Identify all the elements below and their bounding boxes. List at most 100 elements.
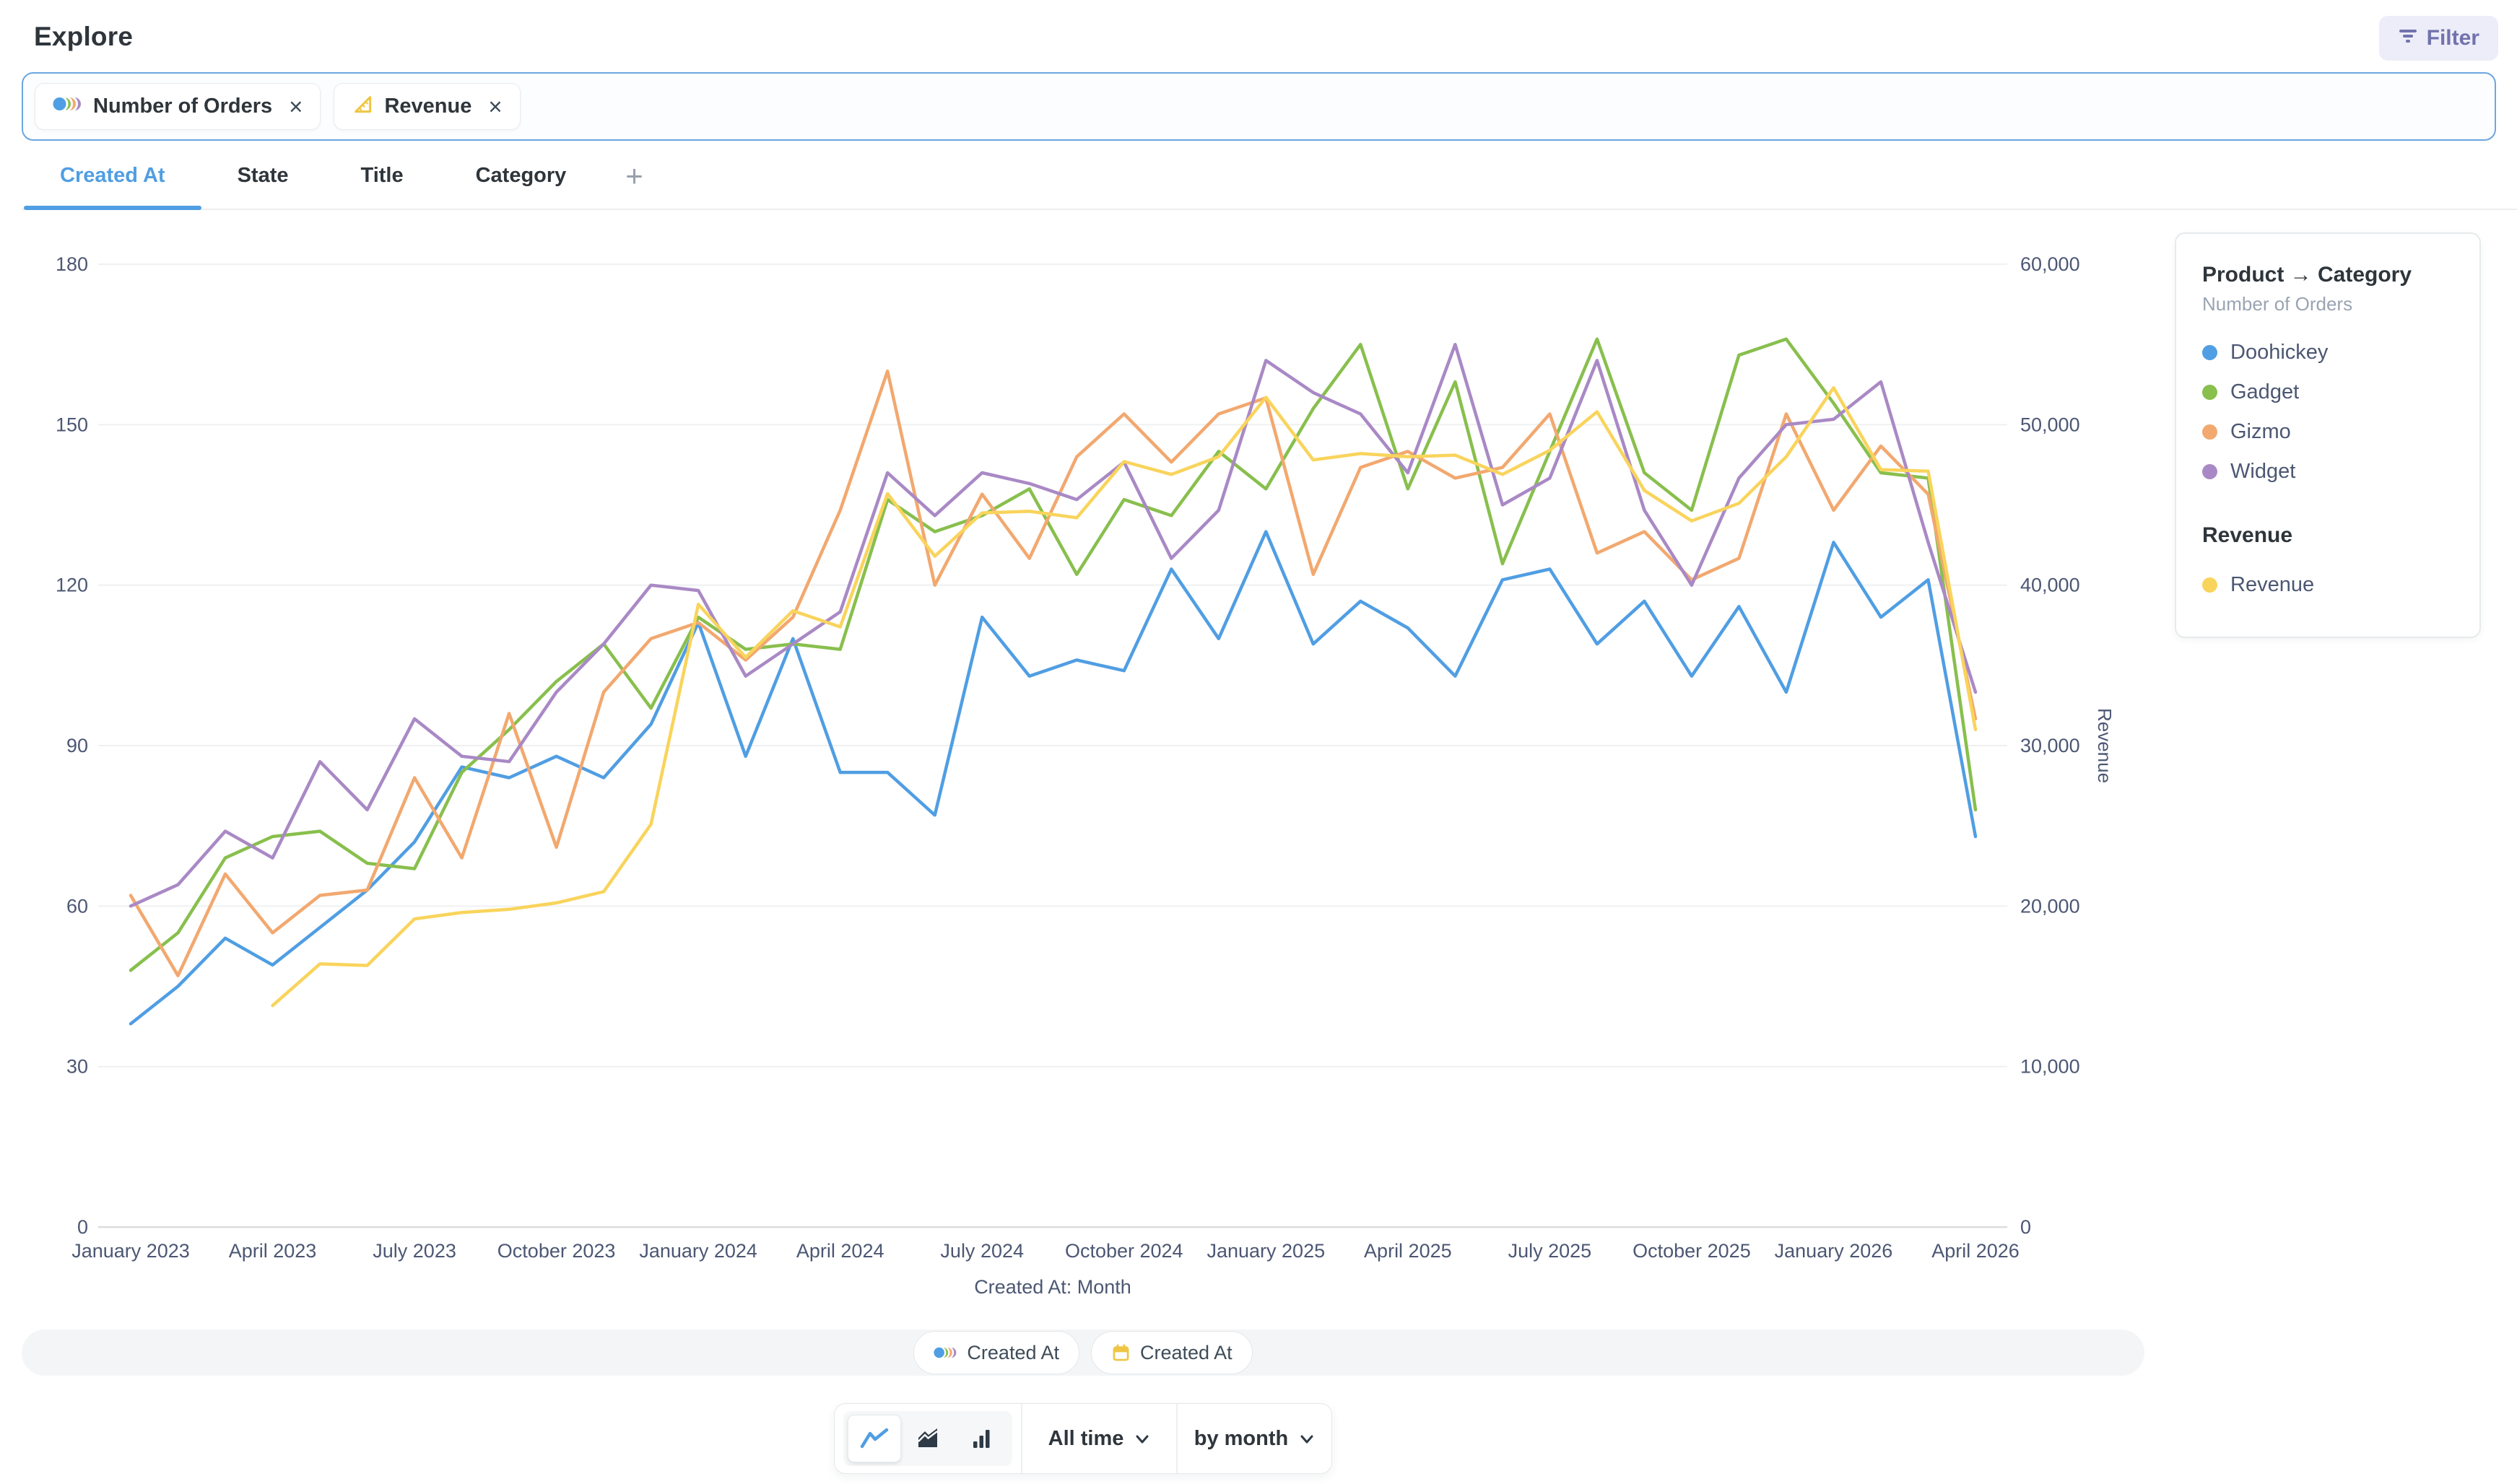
legend-item-label: Doohickey [2230, 341, 2329, 364]
divider [1021, 1404, 1022, 1473]
left-axis-tick-label: 150 [56, 414, 88, 435]
series-line-gadget[interactable] [129, 337, 1978, 972]
x-axis-tick-label: January 2026 [1775, 1240, 1893, 1262]
legend-item-label: Revenue [2230, 573, 2315, 596]
visualization-control-bar: All time by month [834, 1403, 1332, 1474]
granularity-label: by month [1194, 1426, 1289, 1450]
left-axis-tick-label: 60 [66, 895, 88, 917]
series-line-revenue[interactable] [271, 385, 1978, 1008]
series-color-dot [2202, 385, 2217, 400]
x-axis-tick-label: April 2023 [229, 1240, 317, 1262]
area-chart-icon [915, 1426, 941, 1451]
breakout-pill-created-at[interactable]: Created At [913, 1331, 1079, 1374]
x-axis-tick-label: January 2025 [1207, 1240, 1325, 1262]
right-axis-tick-label: 40,000 [2020, 575, 2080, 596]
line-chart[interactable]: 0 30 60 90 120 150 180 0 10,000 20,000 30,000 40,00… [0, 238, 2517, 1306]
x-axis-tick-label: October 2024 [1065, 1240, 1183, 1262]
metric-pill-revenue[interactable]: Revenue × [334, 83, 521, 130]
x-axis-title: Created At: Month [974, 1276, 1131, 1298]
chevron-down-icon [1134, 1427, 1150, 1451]
granularity-button[interactable]: by month [1178, 1404, 1331, 1473]
series-color-dot [2202, 577, 2217, 593]
line-chart-button[interactable] [848, 1415, 901, 1462]
legend-revenue-items: Revenue [2202, 565, 2453, 605]
right-axis-tick-label: 10,000 [2020, 1056, 2080, 1078]
category-circles-icon [934, 1343, 958, 1362]
right-axis-tick-label: 0 [2020, 1216, 2031, 1238]
add-breakout-tab-button[interactable]: + [625, 158, 643, 193]
series-line-gizmo[interactable] [129, 369, 1978, 977]
legend-item-doohickey[interactable]: Doohickey [2202, 333, 2453, 372]
x-axis-tick-label: January 2024 [639, 1240, 757, 1262]
filter-button[interactable]: Filter [2378, 16, 2498, 61]
legend-item-label: Widget [2230, 460, 2296, 483]
legend-item-gizmo[interactable]: Gizmo [2202, 412, 2453, 452]
metric-triangle-icon [352, 93, 373, 121]
breakout-pill-created-at[interactable]: Created At [1091, 1331, 1253, 1374]
time-range-button[interactable]: All time [1022, 1404, 1176, 1473]
legend-item-gadget[interactable]: Gadget [2202, 372, 2453, 412]
bar-chart-button[interactable] [955, 1411, 1008, 1466]
right-axis-tick-label: 30,000 [2020, 735, 2080, 756]
right-axis-tick-label: 50,000 [2020, 414, 2080, 435]
tabs-divider [22, 209, 2517, 210]
breakout-pill-label: Created At [967, 1341, 1059, 1363]
left-axis-tick-label: 0 [77, 1216, 88, 1238]
legend-card: Product → Category Number of Orders Dooh… [2175, 232, 2481, 638]
x-axis-tick-label: October 2025 [1633, 1240, 1751, 1262]
tab-state[interactable]: State [237, 164, 289, 187]
page-title: Explore [34, 22, 134, 51]
metric-pill-label: Number of Orders [93, 95, 273, 118]
left-axis-tick-label: 30 [66, 1056, 88, 1078]
time-range-label: All time [1048, 1426, 1124, 1450]
series-color-dot [2202, 345, 2217, 360]
chart-type-group [835, 1404, 1021, 1473]
x-axis-tick-label: October 2023 [497, 1240, 616, 1262]
bar-chart-icon [969, 1426, 994, 1451]
legend-group-subtitle: Number of Orders [2202, 293, 2353, 315]
x-axis-tick-label: April 2025 [1364, 1240, 1452, 1262]
legend-item-widget[interactable]: Widget [2202, 452, 2453, 492]
tab-created-at[interactable]: Created At [24, 141, 201, 210]
chart-type-panel [843, 1411, 1012, 1466]
tab-category[interactable]: Category [475, 164, 567, 187]
metric-pill-number-of-orders[interactable]: Number of Orders × [35, 83, 321, 130]
divider [1176, 1404, 1178, 1473]
right-axis-tick-label: 60,000 [2020, 253, 2080, 275]
x-axis-tick-label: July 2025 [1508, 1240, 1592, 1262]
legend-item-label: Gizmo [2230, 420, 2291, 443]
close-icon[interactable]: × [488, 93, 503, 120]
series-color-dot [2202, 424, 2217, 440]
legend-items: Doohickey Gadget Gizmo Widget [2202, 333, 2453, 492]
left-axis-tick-label: 90 [66, 735, 88, 756]
series-line-widget[interactable] [129, 342, 1978, 908]
breakout-tabs-row: Created At State Title Category + [0, 141, 2517, 210]
filter-button-label: Filter [2426, 26, 2479, 50]
area-chart-button[interactable] [901, 1411, 955, 1466]
left-axis-tick-label: 120 [56, 575, 88, 596]
metric-pill-bar[interactable]: Number of Orders × Revenue × [22, 72, 2496, 141]
left-axis-tick-label: 180 [56, 253, 88, 275]
x-axis-tick-label: April 2026 [1931, 1240, 2020, 1262]
x-axis-tick-label: July 2023 [373, 1240, 456, 1262]
breakout-pill-label: Created At [1140, 1341, 1233, 1363]
legend-group-title: Product → Category [2202, 263, 2412, 287]
legend-revenue-title: Revenue [2202, 523, 2293, 547]
chevron-down-icon [1299, 1427, 1315, 1451]
series-line-doohickey[interactable] [129, 530, 1978, 1026]
line-chart-icon [859, 1426, 890, 1451]
category-circles-icon [51, 92, 83, 121]
filter-icon [2398, 26, 2418, 51]
legend-item-revenue[interactable]: Revenue [2202, 565, 2453, 605]
x-axis-tick-label: January 2023 [71, 1240, 190, 1262]
tabs: Created At State Title Category + [24, 141, 666, 210]
tab-title[interactable]: Title [360, 164, 404, 187]
right-axis-title: Revenue [2094, 708, 2116, 783]
calendar-icon [1111, 1343, 1131, 1363]
breakout-pill-bar: Created At Created At [22, 1330, 2144, 1376]
x-axis-tick-label: July 2024 [940, 1240, 1024, 1262]
legend-item-label: Gadget [2230, 380, 2300, 403]
close-icon[interactable]: × [289, 93, 303, 120]
series-color-dot [2202, 464, 2217, 479]
right-axis-tick-label: 20,000 [2020, 895, 2080, 917]
